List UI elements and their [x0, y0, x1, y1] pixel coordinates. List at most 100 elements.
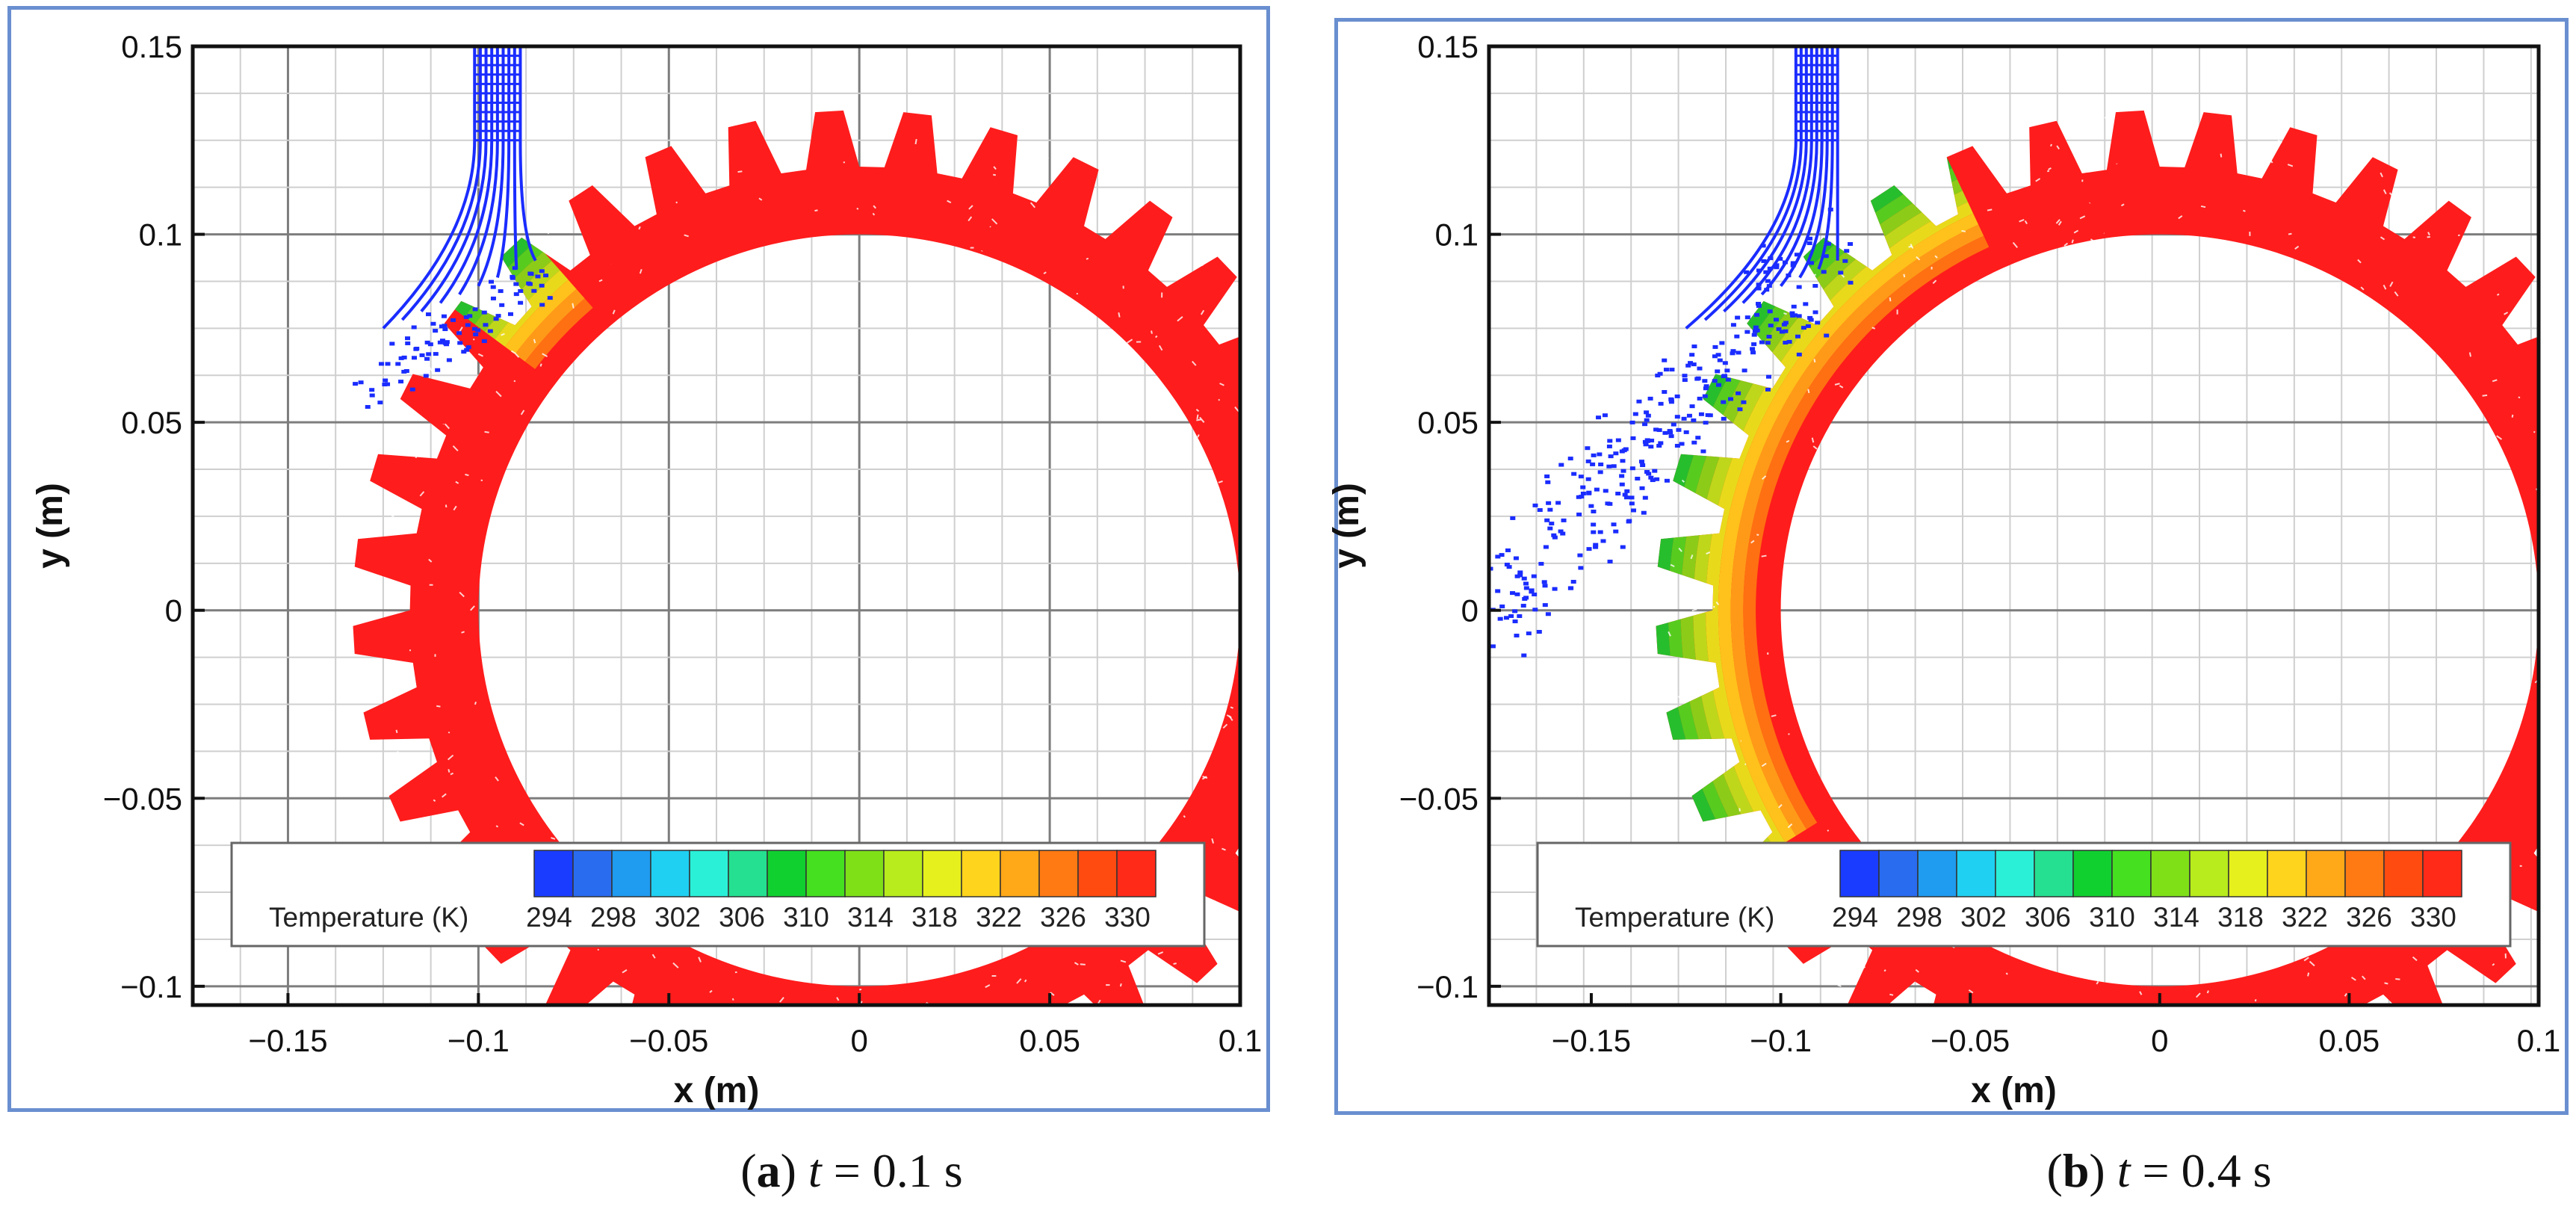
legend-level-label: 302: [1960, 902, 2007, 933]
oil-droplet: [1481, 606, 1487, 610]
cooled-band: [495, 270, 569, 347]
oil-droplet: [1808, 318, 1814, 322]
oil-droplet: [487, 329, 493, 333]
oil-droplet: [1689, 353, 1695, 357]
oil-droplet: [413, 347, 419, 351]
oil-droplet: [1598, 462, 1604, 466]
oil-droplet: [1642, 495, 1648, 500]
speckle: [778, 161, 784, 168]
oil-droplet: [1722, 361, 1728, 365]
oil-droplet: [435, 368, 441, 372]
jet-stream: [495, 46, 511, 278]
speckle: [436, 830, 439, 835]
speckle: [2394, 1037, 2396, 1039]
oil-droplet: [1764, 288, 1770, 292]
x-tick-label: −0.05: [629, 1023, 708, 1058]
oil-droplet: [457, 341, 463, 345]
speckle: [2277, 139, 2282, 144]
legend-level-label: 330: [1104, 902, 1151, 933]
oil-droplet: [1603, 489, 1609, 493]
oil-droplet: [1490, 644, 1496, 649]
oil-droplet: [446, 358, 452, 362]
speckle: [510, 350, 517, 355]
legend-swatch: [1995, 850, 2035, 897]
oil-droplet: [1620, 545, 1626, 549]
oil-droplet: [1815, 321, 1821, 325]
oil-droplet: [1730, 351, 1736, 356]
oil-droplet: [1760, 244, 1766, 248]
oil-droplet: [1796, 314, 1802, 318]
oil-droplet: [481, 339, 487, 344]
speckle: [2120, 203, 2125, 207]
axis-ticks-b: −0.15 −0.1 −0.05 0 0.05 0.1 −0.1 −0.05 0 0.05 0.1 0…: [1399, 29, 2560, 1058]
oil-droplet: [1577, 553, 1583, 557]
oil-droplet: [1689, 404, 1695, 409]
oil-droplet: [1560, 531, 1566, 536]
speckle: [452, 445, 459, 451]
legend-swatch: [2111, 850, 2152, 897]
speckle: [2179, 145, 2183, 149]
speckle: [1783, 312, 1787, 315]
speckle: [1691, 608, 1697, 612]
jet-stream: [439, 46, 494, 304]
speckle: [2220, 153, 2223, 158]
legend-swatch: [650, 850, 690, 897]
oil-droplet: [1546, 501, 1552, 505]
speckle: [2307, 972, 2310, 977]
jet-stream: [1779, 46, 1824, 287]
legend-swatch: [728, 850, 768, 897]
legend-swatch: [2189, 850, 2229, 897]
legend-swatch: [1878, 850, 1919, 897]
oil-droplet: [1779, 330, 1785, 334]
speckle: [1915, 968, 1919, 973]
oil-droplet: [1801, 326, 1806, 330]
speckle: [1234, 406, 1239, 412]
speckle: [2427, 232, 2430, 236]
oil-droplet: [490, 296, 496, 300]
oil-droplet: [1756, 303, 1762, 308]
oil-droplet: [383, 378, 388, 383]
oil-droplet: [1754, 328, 1760, 333]
speckle: [374, 583, 379, 588]
oil-droplet: [409, 387, 415, 392]
oil-droplet: [1697, 366, 1703, 371]
speckle: [428, 558, 433, 563]
legend-level-label: 298: [1896, 902, 1942, 933]
oil-droplet: [1596, 415, 1602, 420]
speckle: [2196, 992, 2201, 998]
gear-body: [1656, 110, 2539, 1005]
speckle: [1813, 359, 1816, 363]
oil-droplet: [1715, 353, 1721, 357]
speckle: [1151, 330, 1153, 334]
oil-droplet: [1662, 358, 1668, 362]
speckle: [474, 701, 477, 705]
speckle: [1778, 804, 1783, 809]
legend-b: Temperature (K) 294 298 302 306 310 314 318 322 3…: [1536, 841, 2512, 948]
speckle: [1201, 776, 1207, 780]
oil-droplet: [1777, 256, 1783, 261]
oil-droplet: [1765, 341, 1771, 345]
speckle: [737, 170, 743, 173]
legend-swatch: [767, 850, 807, 897]
speckle: [2066, 1081, 2069, 1086]
speckle: [672, 962, 679, 968]
speckle: [1995, 1013, 1996, 1014]
oil-droplet: [441, 314, 447, 318]
oil-droplet: [1719, 341, 1725, 345]
oil-droplet: [1567, 457, 1573, 461]
x-tick-label: 0: [2151, 1023, 2168, 1058]
oil-droplet: [405, 336, 411, 341]
speckle: [1756, 534, 1759, 536]
speckle: [2496, 435, 2503, 440]
oil-droplet: [467, 314, 473, 318]
speckle: [2187, 1033, 2192, 1034]
speckle: [455, 480, 459, 484]
speckle: [397, 750, 403, 757]
oil-droplet: [385, 362, 391, 366]
caption-a-var: t: [808, 1144, 822, 1197]
oil-droplet: [1736, 350, 1741, 355]
jet-stream: [1798, 46, 1829, 279]
x-tick-label: −0.05: [1931, 1023, 2010, 1058]
oil-droplet: [1656, 428, 1662, 433]
oil-droplet: [465, 323, 471, 327]
